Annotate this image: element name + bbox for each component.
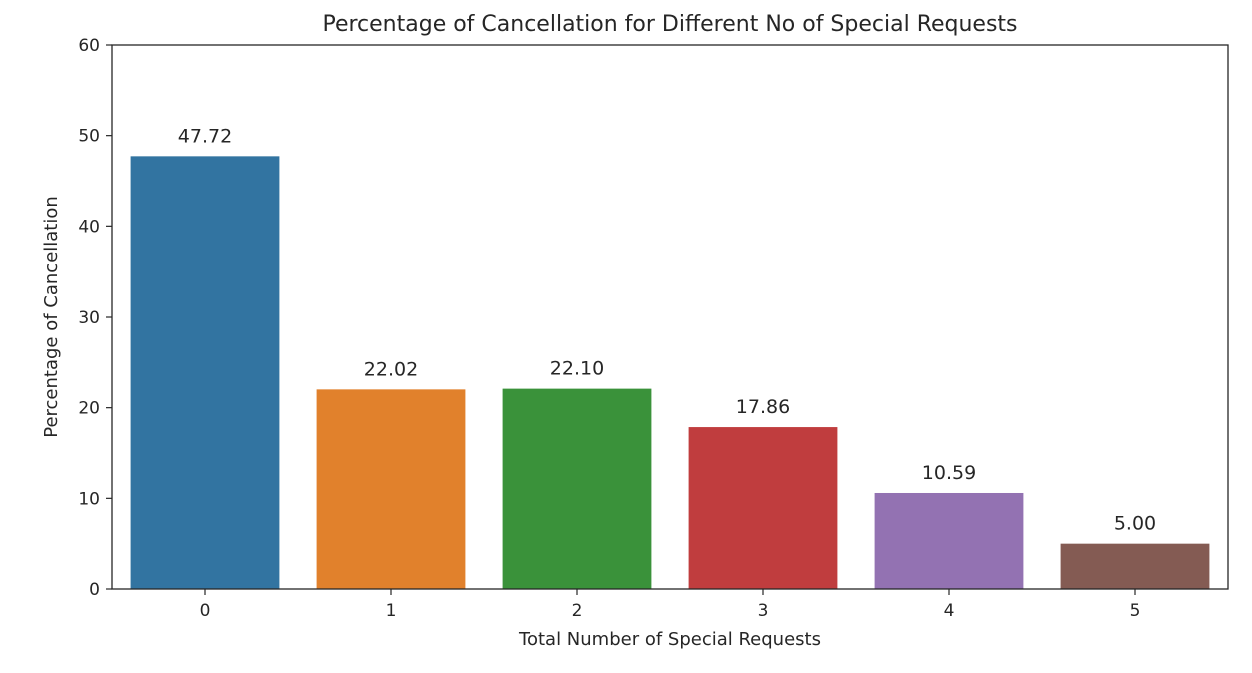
x-tick-label: 5 [1130,601,1141,621]
y-tick-label: 50 [78,127,100,147]
data-label-2: 22.10 [550,358,604,380]
bar-0 [130,156,280,589]
data-label-0: 47.72 [178,125,232,147]
bars-group [130,156,1210,589]
x-tick-label: 1 [386,601,397,621]
x-tick-label: 3 [758,601,769,621]
y-tick-label: 60 [78,36,100,56]
bar-4 [874,492,1024,589]
x-tick-label: 0 [200,601,211,621]
data-label-1: 22.02 [364,358,418,380]
plot-frame [111,44,1229,590]
y-axis-label: Percentage of Cancellation [41,196,62,438]
y-tick-label: 40 [78,217,100,237]
bar-5 [1060,543,1210,589]
x-axis-ticks: 0 1 2 3 4 5 [200,589,1141,621]
y-tick-label: 10 [78,489,100,509]
bar-3 [688,427,838,589]
y-axis-ticks: 0 10 20 30 40 50 60 [78,36,112,600]
bar-2 [502,388,652,589]
data-label-4: 10.59 [922,462,976,484]
data-labels-group: 47.72 22.02 22.10 17.86 10.59 5.00 [178,125,1156,534]
x-tick-label: 4 [944,601,955,621]
data-label-5: 5.00 [1114,513,1156,535]
bar-1 [316,389,466,589]
y-tick-label: 0 [89,580,100,600]
data-label-3: 17.86 [736,396,790,418]
x-axis-label: Total Number of Special Requests [518,629,821,650]
chart-title: Percentage of Cancellation for Different… [322,12,1017,37]
y-tick-label: 30 [78,308,100,328]
y-tick-label: 20 [78,399,100,419]
x-tick-label: 2 [572,601,583,621]
